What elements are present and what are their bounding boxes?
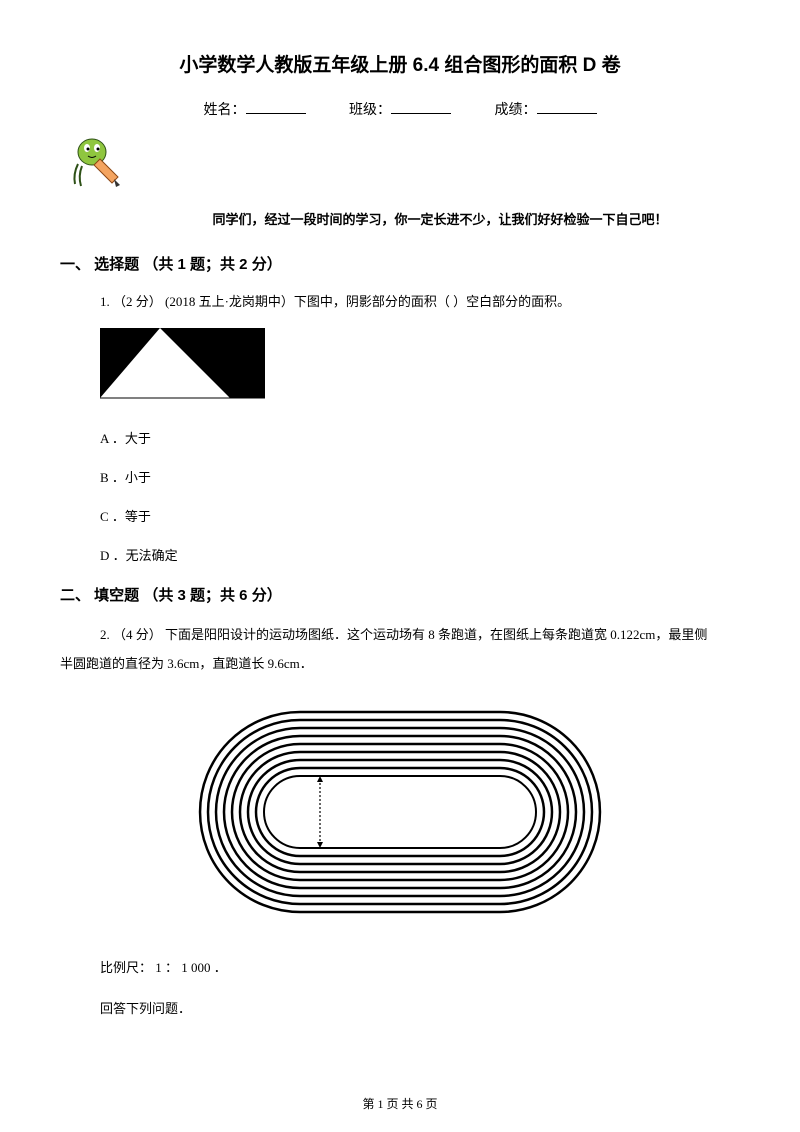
name-blank[interactable] (246, 113, 306, 114)
scale-text: 比例尺： 1 ： 1 000 ． (100, 957, 740, 976)
q1-option-b: B ．小于 (100, 467, 740, 486)
page-footer: 第 1 页 共 6 页 (0, 1095, 800, 1112)
header-fields: 姓名： 班级： 成绩： (60, 99, 740, 119)
score-label: 成绩： (495, 103, 537, 118)
q1-option-d: D ．无法确定 (100, 545, 740, 564)
answer-prompt: 回答下列问题． (100, 998, 740, 1017)
q2-line1: 2. （4 分） 下面是阳阳设计的运动场图纸．这个运动场有 8 条跑道，在图纸上… (100, 623, 740, 648)
pencil-icon (70, 134, 740, 194)
section1-title: 一、 选择题 （共 1 题；共 2 分） (60, 253, 740, 274)
intro-text: 同学们，经过一段时间的学习，你一定长进不少，让我们好好检验一下自己吧！ (140, 209, 740, 228)
class-label: 班级： (349, 103, 391, 118)
q1-option-a: A ．大于 (100, 428, 740, 447)
name-label: 姓名： (204, 103, 246, 118)
class-blank[interactable] (391, 113, 451, 114)
score-blank[interactable] (537, 113, 597, 114)
q1-figure (100, 328, 740, 408)
section2-title: 二、 填空题 （共 3 题；共 6 分） (60, 584, 740, 605)
page-title: 小学数学人教版五年级上册 6.4 组合图形的面积 D 卷 (60, 50, 740, 77)
q1-text: 1. （2 分） (2018 五上·龙岗期中）下图中，阴影部分的面积（ ）空白部… (100, 292, 740, 313)
q1-option-c: C ．等于 (100, 506, 740, 525)
q2-line2: 半圆跑道的直径为 3.6cm，直跑道长 9.6cm． (60, 652, 740, 677)
track-figure (60, 702, 740, 927)
